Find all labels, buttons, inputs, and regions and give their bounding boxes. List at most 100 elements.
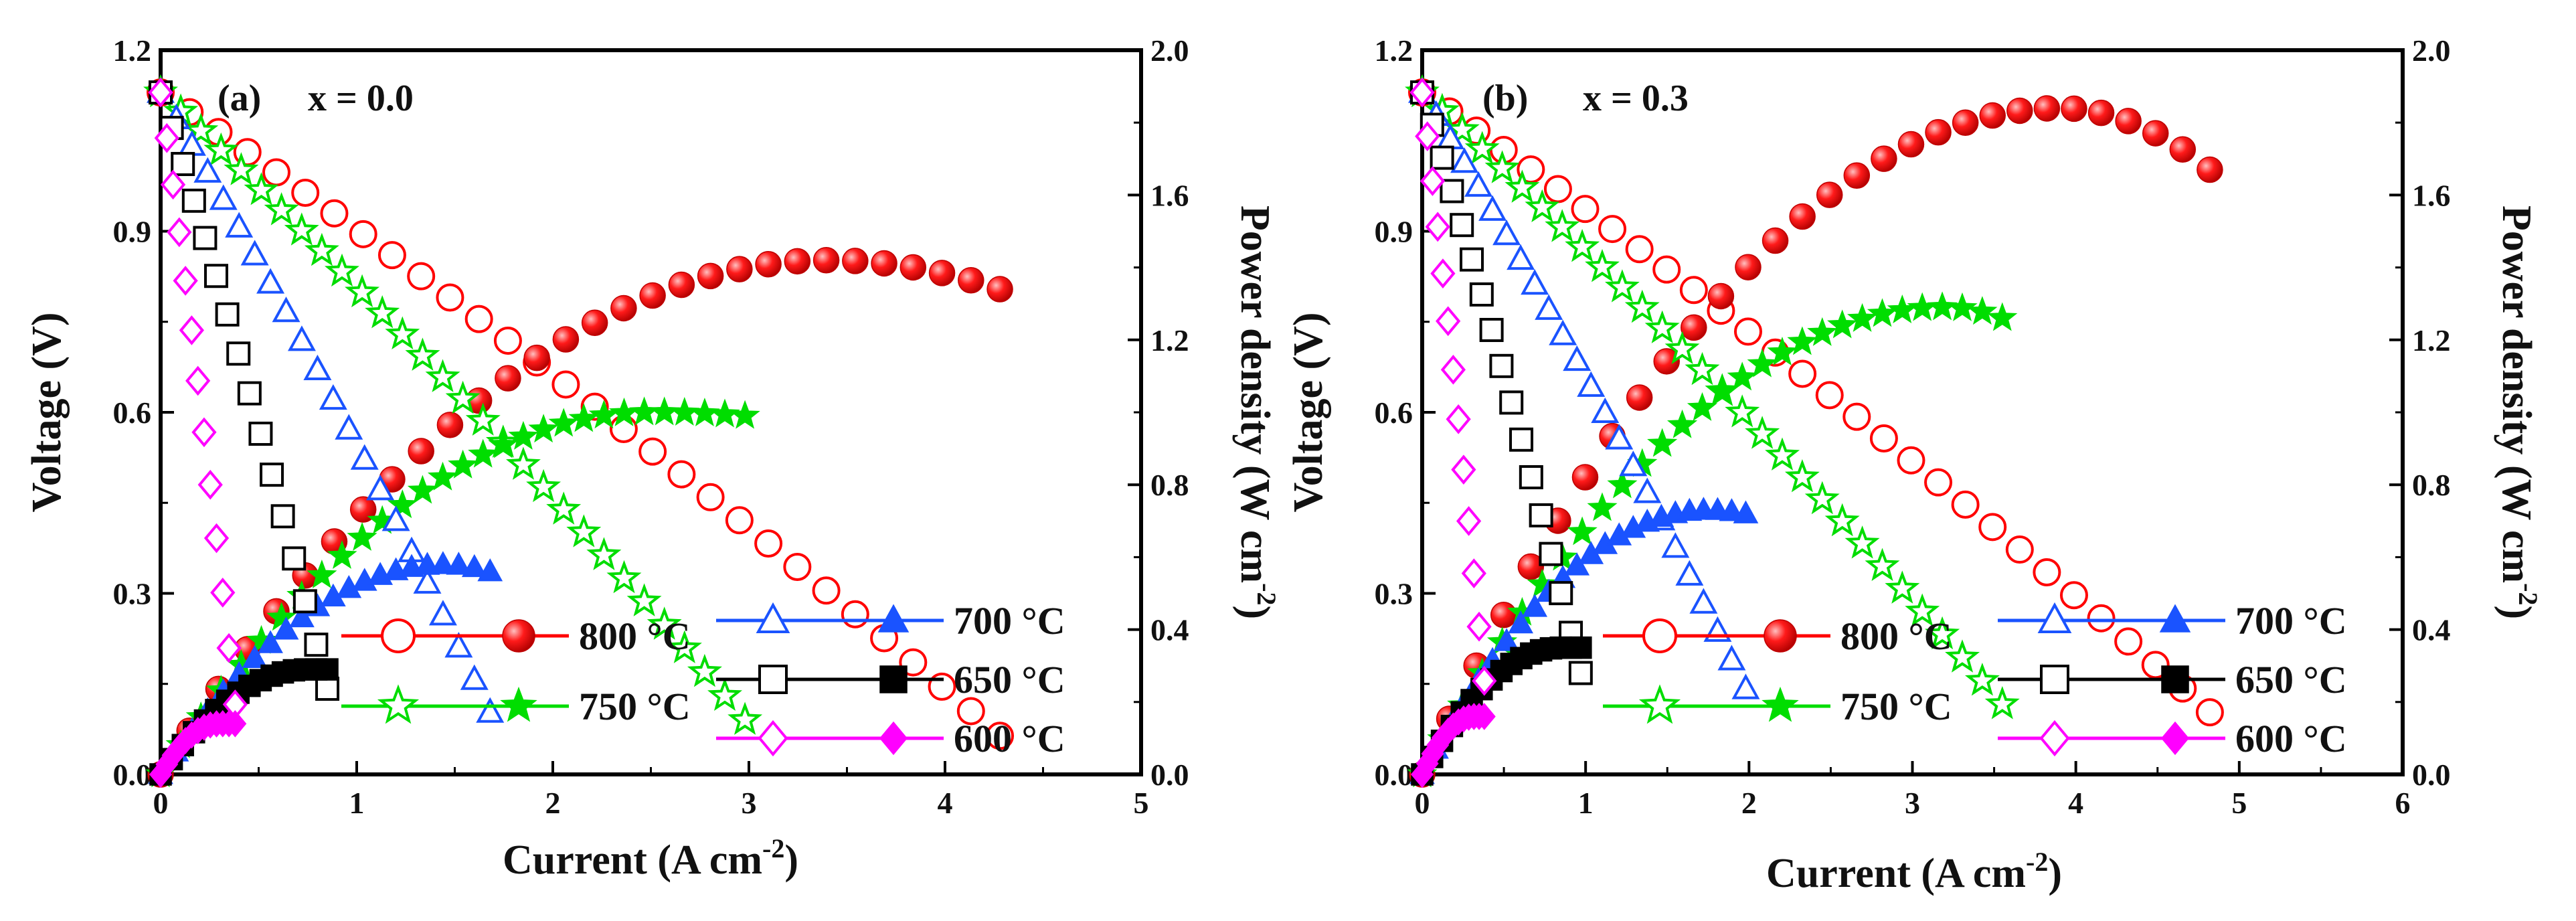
- voltage-point: [366, 475, 395, 501]
- voltage-point: [304, 232, 339, 266]
- voltage-point: [1450, 213, 1474, 238]
- legend-entry: 650 °C: [716, 658, 1065, 701]
- voltage-point: [2114, 627, 2143, 656]
- legend-entry: 750 °C: [341, 684, 691, 728]
- power-point: [958, 267, 984, 294]
- voltage-point: [319, 384, 347, 410]
- voltage-point: [1420, 166, 1446, 196]
- legend-filled-marker: [500, 686, 537, 722]
- legend-label: 700 °C: [2235, 599, 2347, 643]
- legend-entry: 600 °C: [716, 717, 1065, 760]
- legend-label: 750 °C: [1840, 685, 1952, 728]
- power-point: [1762, 227, 1789, 254]
- power-point: [266, 602, 297, 631]
- voltage-point: [725, 506, 754, 535]
- voltage-point: [204, 264, 229, 288]
- power-point: [242, 645, 268, 668]
- panel-a-x-ticks: 0 1 2 3 4 5: [153, 761, 1149, 820]
- power-point: [387, 489, 418, 519]
- power-point: [1626, 384, 1653, 411]
- voltage-point: [260, 463, 284, 487]
- voltage-point: [215, 302, 240, 327]
- voltage-point: [626, 583, 662, 616]
- voltage-point: [284, 212, 319, 246]
- power-point: [448, 449, 479, 479]
- legend-filled-marker: [2161, 721, 2189, 756]
- legend-entry: 650 °C: [1998, 658, 2347, 701]
- voltage-point: [1519, 465, 1543, 489]
- legend-open-marker: [758, 720, 788, 757]
- voltage-point: [444, 632, 473, 658]
- voltage-point: [638, 437, 667, 466]
- power-point: [1952, 109, 1979, 137]
- voltage-point: [1525, 189, 1560, 223]
- voltage-point: [216, 633, 242, 663]
- power-point: [1666, 409, 1698, 438]
- voltage-point: [1897, 446, 1925, 475]
- power-point: [639, 282, 666, 309]
- power-point: [1767, 337, 1798, 366]
- legend-entry: 750 °C: [1603, 684, 1952, 728]
- voltage-point: [1565, 228, 1600, 262]
- x-tick-label: 5: [1134, 786, 1149, 820]
- legend-entry: 700 °C: [1998, 599, 2347, 643]
- voltage-point: [1568, 661, 1593, 685]
- legend-label: 650 °C: [2235, 658, 2347, 701]
- voltage-point: [812, 576, 841, 605]
- power-point: [1564, 552, 1590, 576]
- legend-entry: 700 °C: [716, 599, 1065, 643]
- voltage-point: [244, 172, 279, 205]
- voltage-point: [1543, 175, 1572, 203]
- voltage-point: [270, 504, 295, 529]
- power-point: [1490, 601, 1517, 629]
- voltage-point: [1725, 394, 1760, 428]
- right-tick-label: 0.4: [2412, 613, 2451, 647]
- voltage-point: [1563, 345, 1592, 371]
- voltage-point: [1460, 247, 1484, 272]
- voltage-point: [335, 414, 363, 440]
- voltage-point: [197, 469, 223, 500]
- power-point: [581, 309, 608, 337]
- voltage-point: [248, 421, 273, 446]
- legend-filled-marker: [879, 665, 908, 693]
- panel-a-letter: (a): [218, 78, 261, 119]
- voltage-point: [428, 600, 457, 626]
- panel-b-marks: [1405, 74, 2224, 788]
- power-point: [488, 429, 519, 458]
- voltage-point: [493, 326, 522, 355]
- panel-b-ylabel-left: Voltage (V): [1286, 312, 1331, 512]
- voltage-point: [476, 697, 505, 723]
- voltage-point: [687, 653, 722, 687]
- voltage-point: [1507, 244, 1535, 270]
- legend-open-marker: [2037, 602, 2072, 633]
- voltage-point: [203, 523, 230, 554]
- power-point: [1567, 516, 1598, 546]
- voltage-point: [237, 381, 262, 406]
- voltage-point: [546, 491, 582, 525]
- legend-label: 800 °C: [579, 614, 691, 658]
- voltage-point: [1549, 581, 1573, 606]
- x-tick-label: 6: [2395, 786, 2411, 820]
- voltage-point: [264, 192, 299, 226]
- power-point: [1816, 181, 1843, 208]
- voltage-point: [1717, 645, 1746, 671]
- power-point: [1843, 162, 1871, 189]
- legend-open-marker: [2039, 720, 2070, 757]
- voltage-point: [1484, 150, 1520, 183]
- power-point: [669, 396, 700, 426]
- voltage-point: [303, 354, 332, 381]
- voltage-point: [2195, 698, 2224, 727]
- voltage-point: [148, 77, 173, 108]
- voltage-point: [1661, 532, 1690, 558]
- power-point: [552, 326, 580, 353]
- voltage-point: [209, 184, 238, 210]
- voltage-point: [282, 546, 307, 571]
- power-point: [1571, 464, 1599, 491]
- voltage-point: [1824, 503, 1860, 537]
- panel-a-xlabel: Current (A cm-2): [503, 833, 798, 883]
- voltage-point: [1521, 269, 1549, 295]
- voltage-point: [287, 325, 316, 351]
- voltage-point: [1466, 611, 1492, 642]
- voltage-point: [193, 226, 218, 250]
- voltage-point: [1478, 195, 1507, 221]
